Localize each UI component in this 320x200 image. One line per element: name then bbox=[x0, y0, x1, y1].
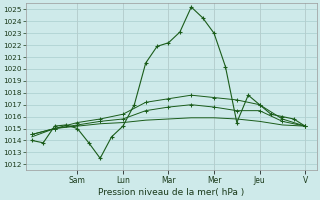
X-axis label: Pression niveau de la mer( hPa ): Pression niveau de la mer( hPa ) bbox=[98, 188, 244, 197]
